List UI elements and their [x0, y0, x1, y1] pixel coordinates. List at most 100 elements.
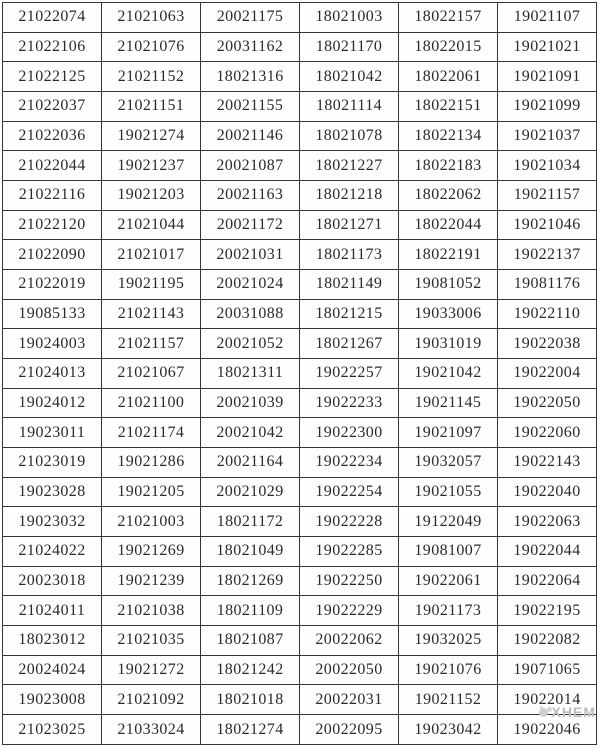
table-cell: 20021175: [200, 2, 300, 33]
table-cell: 19021286: [101, 447, 201, 478]
table-row: 21022044 19021237 20021087 18021227 18022183…: [2, 150, 597, 182]
table-cell: 21022125: [2, 61, 102, 93]
table-cell: 18021149: [299, 269, 399, 300]
table-cell: 21024011: [2, 595, 102, 627]
table-cell: 18021114: [299, 91, 399, 122]
table-cell: 21023025: [2, 714, 102, 745]
table-cell: 19022044: [497, 536, 597, 567]
table-cell: 20021039: [200, 387, 300, 419]
table-cell: 19021173: [398, 595, 498, 627]
table-cell: 21021063: [101, 2, 201, 33]
table-row: 21023025 21033024 18021274 20022095 19023042…: [2, 714, 597, 745]
table-cell: 21022037: [2, 91, 102, 122]
table-row: 19023032 21021003 18021172 19022228 19122049…: [2, 506, 597, 538]
table-cell: 20031162: [200, 31, 300, 63]
table-cell: 18022183: [398, 150, 498, 182]
table-cell: 21022019: [2, 269, 102, 300]
table-cell: 19022063: [497, 506, 597, 538]
table-row: 18023012 21021035 18021087 20022062 19032025…: [2, 625, 597, 656]
table-cell: 18021215: [299, 298, 399, 330]
table-cell: 19085133: [2, 298, 102, 330]
table-cell: 21021017: [101, 239, 201, 271]
table-row: 21022125 21021152 18021316 18021042 18022061…: [2, 61, 597, 93]
table-cell: 19021099: [497, 91, 597, 122]
table-cell: 20021087: [200, 150, 300, 182]
table-row: 19085133 21021143 20031088 18021215 19033006…: [2, 298, 597, 330]
table-cell: 20022031: [299, 684, 399, 716]
table-cell: 20021146: [200, 120, 300, 152]
table-cell: 18021042: [299, 61, 399, 93]
table-cell: 18021267: [299, 328, 399, 360]
table-cell: 19021046: [497, 209, 597, 241]
table-cell: 19024003: [2, 328, 102, 360]
table-cell: 20023018: [2, 565, 102, 597]
table-cell: 18021218: [299, 180, 399, 211]
table-cell: 20021164: [200, 447, 300, 478]
table-cell: 18022134: [398, 120, 498, 152]
table-cell: 19022004: [497, 358, 597, 389]
table-row: 21024013 21021067 18021311 19022257 19021042…: [2, 358, 597, 389]
table-cell: 19021203: [101, 180, 201, 211]
table-cell: 19022195: [497, 595, 597, 627]
table-row: 20023018 19021239 18021269 19022250 19022061…: [2, 565, 597, 597]
table-cell: 21022106: [2, 31, 102, 63]
table-cell: 21022090: [2, 239, 102, 271]
table-cell: 19122049: [398, 506, 498, 538]
table-cell: 20021024: [200, 269, 300, 300]
table-cell: 18021271: [299, 209, 399, 241]
table-cell: 21021038: [101, 595, 201, 627]
table-row: 21022037 21021151 20021155 18021114 18022151…: [2, 91, 597, 122]
table-row: 19024003 21021157 20021052 18021267 19031019…: [2, 328, 597, 360]
table-cell: 20021163: [200, 180, 300, 211]
table-cell: 20024024: [2, 654, 102, 686]
table-cell: 20021029: [200, 476, 300, 508]
table-cell: 19081176: [497, 269, 597, 300]
table-cell: 19022082: [497, 625, 597, 656]
table-row: 21022090 21021017 20021031 18021173 18022191…: [2, 239, 597, 271]
table-cell: 18022044: [398, 209, 498, 241]
table-cell: 18021274: [200, 714, 300, 745]
table-cell: 21021143: [101, 298, 201, 330]
table-cell: 18021049: [200, 536, 300, 567]
table-cell: 19023042: [398, 714, 498, 745]
table-cell: 19022038: [497, 328, 597, 360]
table-cell: 18021316: [200, 61, 300, 93]
table-cell: 19031019: [398, 328, 498, 360]
table-cell: 19021205: [101, 476, 201, 508]
table-cell: 21021100: [101, 387, 201, 419]
table-cell: 21022120: [2, 209, 102, 241]
table-cell: 18021172: [200, 506, 300, 538]
table-cell: 19022257: [299, 358, 399, 389]
table-row: 21022106 21021076 20031162 18021170 18022015…: [2, 31, 597, 63]
table-cell: 21021152: [101, 61, 201, 93]
table-cell: 18021173: [299, 239, 399, 271]
table-cell: 19022064: [497, 565, 597, 597]
table-row: 19024012 21021100 20021039 19022233 19021145…: [2, 387, 597, 419]
table-cell: 19021274: [101, 120, 201, 152]
table-cell: 21021067: [101, 358, 201, 389]
table-cell: 21024022: [2, 536, 102, 567]
table-cell: 21021044: [101, 209, 201, 241]
table-cell: 19081052: [398, 269, 498, 300]
table-cell: 18021087: [200, 625, 300, 656]
table-cell: 21022036: [2, 120, 102, 152]
table-cell: 18022062: [398, 180, 498, 211]
table-cell: 19021152: [398, 684, 498, 716]
table-row: 20024024 19021272 18021242 20022050 19021076…: [2, 654, 597, 686]
table-cell: 19021239: [101, 565, 201, 597]
table-cell: 20031088: [200, 298, 300, 330]
table-cell: 21021076: [101, 31, 201, 63]
table-cell: 19021272: [101, 654, 201, 686]
table-cell: 19022229: [299, 595, 399, 627]
table-cell: 19021021: [497, 31, 597, 63]
table-cell: 19021034: [497, 150, 597, 182]
table-cell: 21021157: [101, 328, 201, 360]
table-cell: 21022116: [2, 180, 102, 211]
table-row: 21022074 21021063 20021175 18021003 18022157…: [2, 2, 597, 33]
table-cell: 18023012: [2, 625, 102, 656]
table-cell: 18022151: [398, 91, 498, 122]
table-cell: 19024012: [2, 387, 102, 419]
table-cell: 19022014: [497, 684, 597, 716]
table-cell: 19022110: [497, 298, 597, 330]
